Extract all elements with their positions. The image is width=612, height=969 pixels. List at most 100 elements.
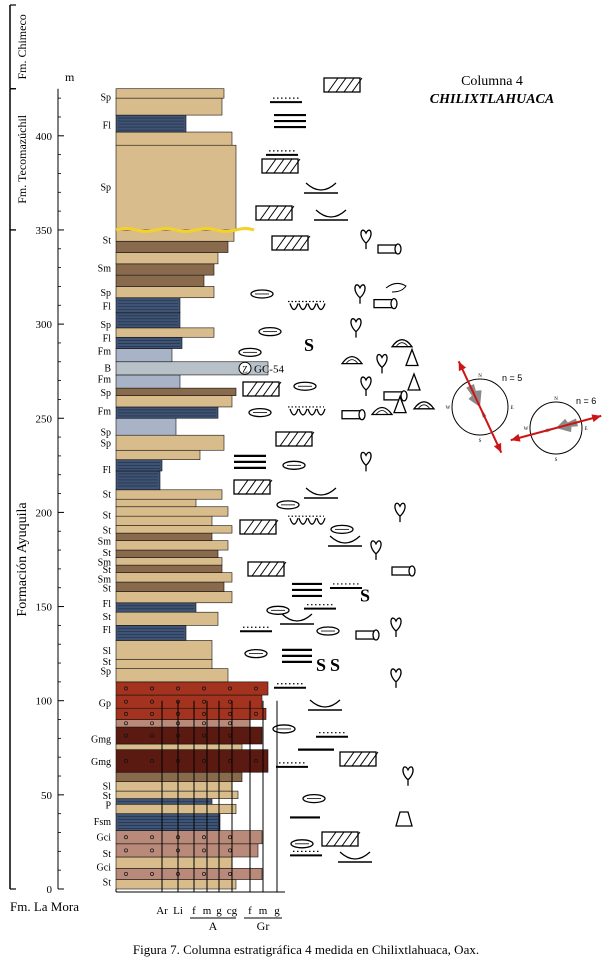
cross-bedding-symbol	[247, 561, 287, 577]
bed-dark_sand	[115, 564, 223, 573]
facies-label: St	[103, 791, 112, 802]
rose-compass-label: W	[446, 406, 451, 411]
facies-label: St	[103, 548, 112, 559]
bed-sandstone	[115, 572, 233, 583]
cross-bedding-symbol	[261, 158, 301, 174]
lens-symbol	[330, 524, 354, 534]
figure-caption: Figura 7. Columna estratigráfica 4 medid…	[132, 942, 480, 957]
facies-label: Sp	[100, 439, 111, 450]
bed-mudstone	[115, 406, 219, 419]
lens-symbol	[290, 839, 314, 849]
wood-fossil-symbol	[391, 565, 416, 577]
rose-compass-label: S	[555, 458, 558, 463]
bed-conglomerate_dark	[115, 726, 263, 745]
rose-compass-label: S	[479, 439, 482, 444]
lens-symbol	[316, 626, 340, 636]
bed-sandstone	[115, 489, 223, 500]
planar-lamination-symbol	[282, 648, 312, 663]
leaf-fossil-symbol	[360, 229, 372, 250]
bed-sandstone	[115, 591, 233, 604]
clast-dot	[150, 711, 154, 716]
clast-dot	[124, 835, 128, 840]
facies-label: Fsm	[94, 817, 111, 828]
depth-axis-unit: m	[65, 70, 75, 84]
rose-count-label: n = 5	[502, 373, 522, 383]
wood-fossil-symbol	[355, 629, 380, 641]
paleocurrent-arrowhead	[493, 442, 502, 453]
cross-bedding-symbol	[275, 431, 315, 447]
bed-conglomerate_red	[115, 694, 263, 709]
bed-sandstone	[115, 395, 233, 408]
leaf-fossil-symbol	[376, 353, 388, 374]
bed-dark_sand	[115, 387, 237, 396]
lens-symbol	[250, 289, 274, 299]
clast-dot	[124, 711, 128, 716]
bed-mudstone	[115, 312, 181, 329]
clast-dot	[254, 686, 258, 691]
bed-gravel_pink	[115, 830, 263, 845]
clast-dot	[150, 848, 154, 853]
lens-symbol	[266, 605, 290, 615]
bed-dark_sand	[115, 549, 219, 558]
rose-petal	[475, 390, 482, 407]
bioturbation-s-symbol: S	[330, 655, 340, 675]
dotted-bar-symbol	[330, 583, 362, 589]
bioturbation-s-symbol: S	[304, 335, 314, 355]
leaf-fossil-symbol	[360, 451, 372, 472]
formation-name: Formación Ayuquila	[15, 502, 30, 617]
clast-dot	[150, 699, 154, 704]
facies-label: St	[103, 849, 112, 860]
dotted-bar-symbol	[304, 604, 336, 610]
trough-symbol	[338, 851, 372, 863]
facies-label: Fm	[98, 375, 112, 386]
cross-bedding-symbol	[255, 205, 295, 221]
lens-symbol	[282, 460, 306, 470]
sedimentary-structure-symbols: SSS S	[233, 77, 379, 863]
root-trace-symbol	[395, 811, 413, 827]
clast-dot	[150, 835, 154, 840]
facies-label: Sm	[98, 557, 112, 568]
clast-dot	[254, 759, 258, 763]
bioturbation-s-symbol: S	[360, 585, 370, 605]
facies-label: Gmg	[91, 734, 111, 745]
wood-fossil-symbol	[383, 390, 408, 402]
clast-dot	[202, 848, 206, 853]
facies-label: P	[105, 800, 111, 811]
planar-lamination-symbol	[292, 582, 322, 598]
bed-sandstone	[115, 88, 225, 99]
clast-dot	[124, 686, 128, 691]
facies-label: Fl	[103, 599, 112, 610]
facies-label: Sp	[100, 320, 111, 331]
clast-dot	[202, 759, 206, 763]
facies-label: Fm	[98, 407, 112, 418]
clast-dot	[254, 711, 258, 716]
bed-sandstone	[115, 498, 197, 508]
leaf-fossil-symbol	[360, 376, 372, 397]
bed-siltstone	[115, 348, 173, 363]
facies-label: Fl	[103, 333, 112, 344]
grain-size-label: cg	[227, 905, 238, 917]
facies-label: Sp	[100, 92, 111, 103]
bed-conglomerate_dark	[115, 749, 269, 773]
facies-label: Gmg	[91, 757, 111, 768]
trough-symbol	[308, 699, 342, 711]
clast-dot	[124, 721, 128, 726]
trough-symbol	[314, 209, 348, 221]
bed-gravel_pink	[115, 867, 263, 880]
facies-label: Sp	[100, 667, 111, 678]
bed-mudstone	[115, 336, 183, 349]
clast-dot	[202, 699, 206, 704]
depth-tick-label: 150	[36, 602, 53, 614]
bed-dark_sand	[115, 274, 205, 287]
bed-sandstone	[115, 449, 201, 460]
facies-label: Sm	[98, 264, 112, 275]
grain-size-label: g	[216, 905, 222, 917]
facies-label: Sp	[100, 388, 111, 399]
trough-symbol	[280, 613, 314, 625]
facies-label: Fm	[98, 346, 112, 357]
bed-sandstone	[115, 781, 233, 792]
facies-label: Sl	[103, 781, 112, 792]
paleocurrent-arrow	[457, 360, 503, 454]
clast-dot	[202, 721, 206, 726]
